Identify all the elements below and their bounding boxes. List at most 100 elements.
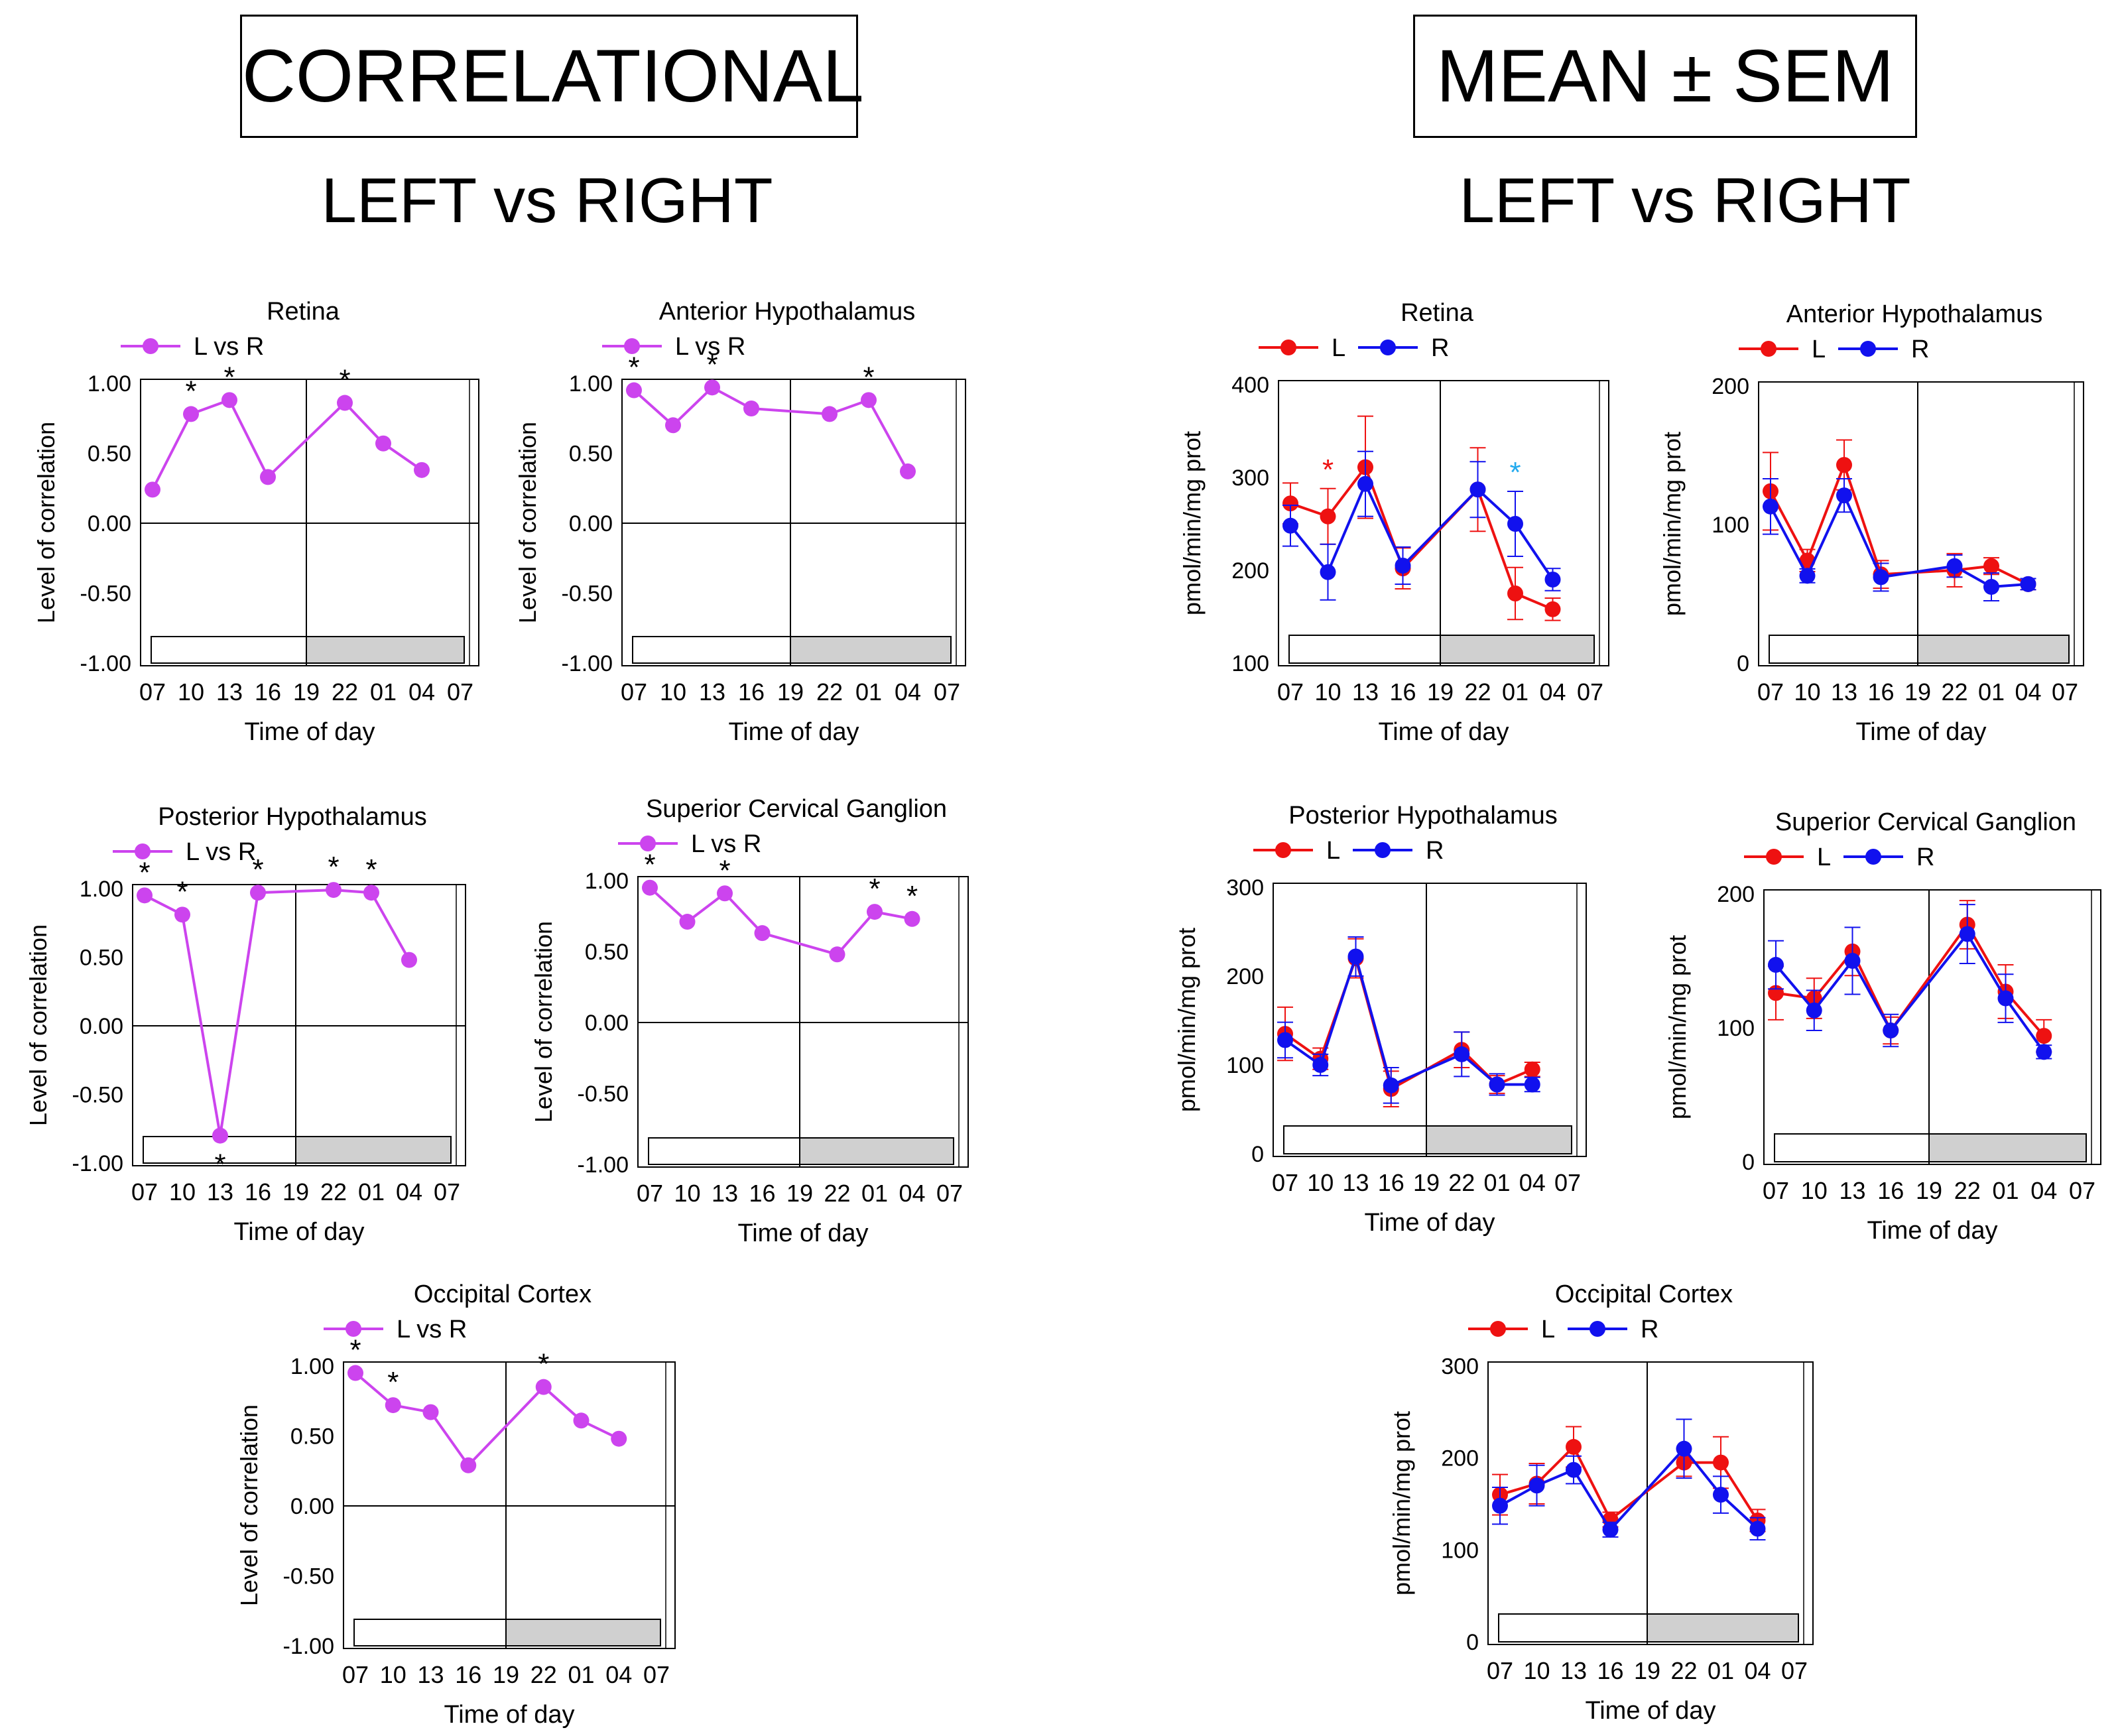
- y-tick-label: 200: [1226, 964, 1264, 989]
- x-tick-label: 07: [139, 678, 166, 706]
- x-tick-label: 22: [824, 1180, 850, 1207]
- legend-marker: [1375, 842, 1391, 858]
- significance-star: *: [906, 880, 918, 912]
- chart-title: Occipital Cortex: [414, 1280, 592, 1308]
- mean-retina-chart: 400 300 200 100 07 10 13 16 19 22 01 04 07 Time of da…: [1178, 299, 1609, 746]
- data-point: [1524, 1076, 1540, 1093]
- legend-marker: [1761, 341, 1777, 357]
- legend-marker: [345, 1321, 361, 1337]
- x-axis-label: Time of day: [1364, 1209, 1495, 1237]
- y-tick-label: 1.00: [585, 869, 629, 894]
- legend-marker: [143, 338, 158, 354]
- data-point: [212, 1127, 228, 1144]
- x-tick-label: 19: [282, 1178, 309, 1206]
- corr-occ-chart: 1.00 0.50 0.00 -0.50 -1.00 07 10 13 16 19 22 01 04 07…: [235, 1280, 676, 1729]
- x-tick-label: 19: [293, 678, 320, 706]
- data-point: [642, 879, 658, 896]
- legend-marker: [1380, 340, 1396, 355]
- x-tick-label: 07: [1272, 1169, 1298, 1196]
- x-axis-label: Time of day: [1378, 718, 1509, 746]
- x-tick-label: 22: [1448, 1169, 1475, 1196]
- dark-period-bar: [1647, 1613, 1799, 1643]
- y-tick-label: 0.00: [88, 511, 131, 536]
- data-point: [611, 1430, 627, 1447]
- data-point: [1282, 495, 1298, 512]
- x-tick-label: 13: [417, 1661, 444, 1688]
- data-point: [1873, 569, 1889, 586]
- significance-star: *: [628, 351, 639, 384]
- y-axis-label: pmol/min/mg prot: [1388, 1411, 1415, 1595]
- y-tick-label: 1.00: [88, 371, 131, 397]
- data-point: [375, 435, 391, 452]
- y-tick-label: 200: [1441, 1446, 1479, 1471]
- x-axis-label: Time of day: [1585, 1697, 1715, 1725]
- x-tick-label: 04: [408, 678, 435, 706]
- x-tick-label: 07: [1757, 678, 1784, 706]
- y-axis-label: pmol/min/mg prot: [1173, 928, 1200, 1112]
- significance-star: *: [387, 1366, 399, 1398]
- data-point: [1676, 1440, 1692, 1457]
- data-point: [1524, 1061, 1540, 1078]
- x-axis-label: Time of day: [1867, 1217, 1997, 1245]
- series-line-L: [1775, 922, 2045, 1037]
- legend-label: R: [1426, 837, 1444, 865]
- x-tick-label: 07: [2069, 1177, 2095, 1204]
- data-point: [347, 1365, 363, 1381]
- data-point: [1282, 517, 1298, 534]
- corr-post-hyp-chart: 1.00 0.50 0.00 -0.50 -1.00 07 10 13 16 19 22 01 04 07…: [25, 803, 466, 1246]
- y-tick-label: 1.00: [80, 877, 123, 902]
- x-tick-label: 10: [1794, 678, 1820, 706]
- data-point: [904, 910, 920, 927]
- x-tick-label: 16: [1877, 1177, 1904, 1204]
- y-tick-label: -0.50: [80, 582, 132, 607]
- x-tick-label: 04: [1744, 1657, 1771, 1684]
- light-period-bar: [353, 1619, 507, 1646]
- y-tick-label: 0: [1737, 651, 1749, 676]
- y-tick-label: -0.50: [72, 1083, 124, 1108]
- x-tick-label: 10: [1801, 1177, 1828, 1204]
- data-point: [1277, 1032, 1293, 1048]
- data-point: [1357, 475, 1373, 492]
- x-tick-label: 22: [1464, 678, 1491, 706]
- x-tick-label: 07: [131, 1178, 158, 1206]
- y-tick-label: 0.50: [290, 1424, 334, 1450]
- x-tick-label: 22: [320, 1178, 347, 1206]
- significance-star: *: [252, 853, 263, 886]
- legend-label: L: [1326, 837, 1340, 865]
- x-tick-label: 22: [1954, 1177, 1981, 1204]
- x-axis-label: Time of day: [737, 1219, 868, 1247]
- data-point: [1713, 1454, 1729, 1471]
- y-tick-label: 200: [1717, 882, 1755, 907]
- x-tick-label: 04: [899, 1180, 925, 1207]
- data-point: [2036, 1044, 2052, 1060]
- data-point: [414, 462, 430, 478]
- x-tick-label: 01: [1502, 678, 1528, 706]
- x-tick-label: 01: [861, 1180, 888, 1207]
- x-tick-label: 13: [1839, 1177, 1865, 1204]
- data-point: [900, 463, 916, 479]
- legend-marker: [135, 843, 151, 859]
- legend-label: L: [1817, 843, 1831, 871]
- data-point: [754, 925, 771, 942]
- data-point: [704, 379, 720, 396]
- y-tick-label: 200: [1231, 558, 1269, 584]
- x-tick-label: 16: [749, 1180, 775, 1207]
- data-point: [626, 382, 642, 399]
- x-tick-label: 04: [396, 1178, 422, 1206]
- x-tick-label: 10: [178, 678, 204, 706]
- data-point: [1844, 953, 1861, 969]
- data-point: [260, 469, 276, 485]
- legend-marker: [1490, 1321, 1506, 1337]
- y-tick-label: 200: [1712, 374, 1749, 399]
- data-point: [422, 1404, 439, 1420]
- light-period-bar: [1283, 1125, 1427, 1154]
- correlational-title: CORRELATIONAL: [240, 15, 864, 138]
- data-point: [1602, 1521, 1619, 1538]
- x-tick-label: 19: [1916, 1177, 1942, 1204]
- chart-title: Posterior Hypothalamus: [158, 803, 427, 831]
- x-tick-label: 13: [207, 1178, 233, 1206]
- legend-label: L vs R: [397, 1316, 467, 1343]
- legend-label: L vs R: [194, 333, 264, 361]
- x-tick-label: 10: [1523, 1657, 1550, 1684]
- light-period-bar: [632, 636, 791, 664]
